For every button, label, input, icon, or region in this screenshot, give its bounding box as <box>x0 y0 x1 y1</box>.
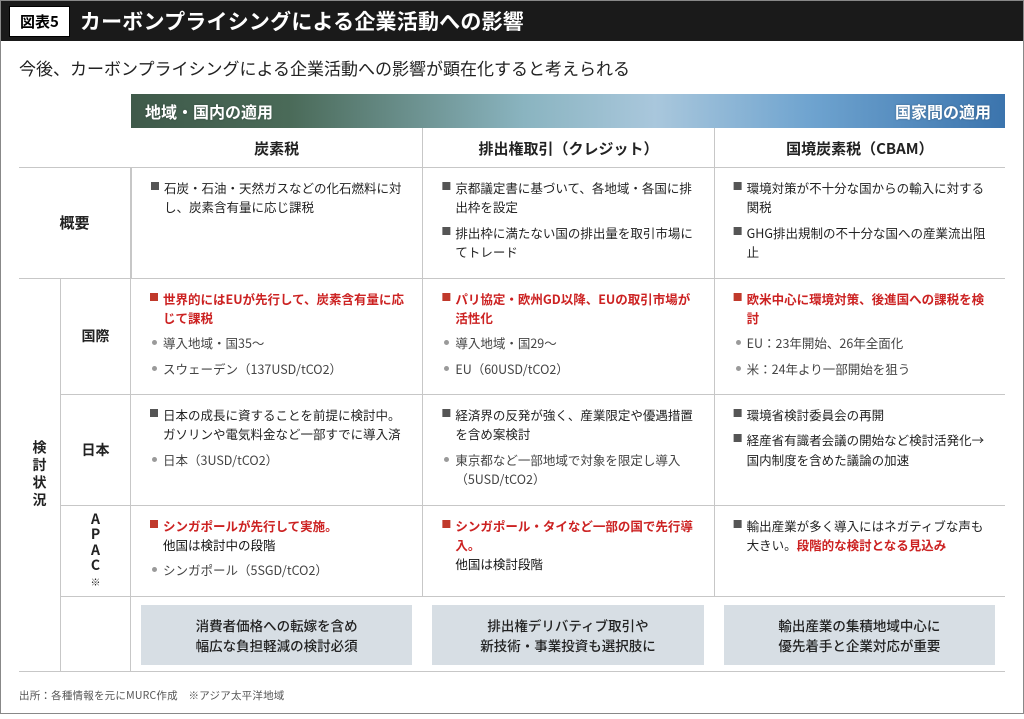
apac-c1: シンガポールが先行して実施。 他国は検討中の段階 シンガポール（5SGD/tCO… <box>131 506 422 596</box>
apac-c1-d1: シンガポール（5SGD/tCO2） <box>149 560 406 579</box>
intl-c1-head: 世界的にはEUが先行して、炭素含有量に応じて課税 <box>163 289 404 327</box>
intl-c1-d1: 導入地域・国35～ <box>149 333 406 352</box>
overview-c1-item: 石炭・石油・天然ガスなどの化石燃料に対し、炭素含有量に応じ課税 <box>150 178 406 217</box>
intl-c2-d1: 導入地域・国29～ <box>441 333 697 352</box>
summary-slab-c1: 消費者価格への転嫁を含め幅広な負担軽減の検討必須 <box>141 605 412 666</box>
figure-number-chip: 図表5 <box>9 6 70 37</box>
jp-c3: 環境省検討委員会の再開 経産省有識者会議の開始など検討活発化→国内制度を含めた議… <box>714 395 1005 505</box>
figure-container: 図表5 カーボンプライシングによる企業活動への影響 今後、カーボンプライシングに… <box>0 0 1024 714</box>
apac-c1-sub: 他国は検討中の段階 <box>163 535 276 554</box>
apac-c3-i1b: 段階的な検討となる見込み <box>797 535 947 554</box>
intl-c1-d2: スウェーデン（137USD/tCO2） <box>149 359 406 378</box>
jp-c3-i1: 環境省検討委員会の再開 <box>733 405 989 424</box>
status-intl-label: 国際 <box>61 279 131 395</box>
intl-c3: 欧米中心に環境対策、後進国への課税を検討 EU：23年開始、26年全面化 米：2… <box>714 279 1005 395</box>
source-note: 出所：各種情報を元にMURC作成 ※アジア太平洋地域 <box>1 682 1023 713</box>
scope-row: 地域・国内の適用 国家間の適用 <box>19 94 1005 128</box>
intl-c2-d2: EU（60USD/tCO2） <box>441 359 697 378</box>
intl-c3-head: 欧米中心に環境対策、後進国への課税を検討 <box>747 289 985 327</box>
status-row-jp: 日本 日本の成長に資することを前提に検討中。ガソリンや電気料金など一部すでに導入… <box>61 395 1005 506</box>
jp-c1: 日本の成長に資することを前提に検討中。ガソリンや電気料金など一部すでに導入済 日… <box>131 395 422 505</box>
col-header-carbon-tax: 炭素税 <box>131 128 422 167</box>
status-row-intl: 国際 世界的にはEUが先行して、炭素含有量に応じて課税 導入地域・国35～ スウ… <box>61 279 1005 396</box>
jp-c3-i2: 経産省有識者会議の開始など検討活発化→国内制度を含めた議論の加速 <box>733 430 989 469</box>
title-bar: 図表5 カーボンプライシングによる企業活動への影響 <box>1 1 1023 41</box>
row-overview-label: 概要 <box>19 168 131 278</box>
header-spacer <box>19 128 131 167</box>
scope-right-label: 国家間の適用 <box>895 99 991 123</box>
intl-c3-d2: 米：24年より一部開始を狙う <box>733 359 989 378</box>
overview-c1: 石炭・石油・天然ガスなどの化石燃料に対し、炭素含有量に応じ課税 <box>131 168 422 278</box>
jp-c1-i1: 日本の成長に資することを前提に検討中。ガソリンや電気料金など一部すでに導入済 <box>149 405 406 444</box>
overview-c2: 京都議定書に基づいて、各地域・各国に排出枠を設定 排出枠に満たない国の排出量を取… <box>422 168 713 278</box>
status-jp-label: 日本 <box>61 395 131 505</box>
apac-c1-head: シンガポールが先行して実施。 <box>163 516 338 535</box>
jp-c2-i1: 経済界の反発が強く、産業限定や優遇措置を含め案検討 <box>441 405 697 444</box>
overview-c2-item1: 京都議定書に基づいて、各地域・各国に排出枠を設定 <box>441 178 697 217</box>
figure-title: カーボンプライシングによる企業活動への影響 <box>80 6 524 36</box>
intl-c2-head: パリ協定・欧州GD以降、EUの取引市場が活性化 <box>455 289 690 327</box>
scope-gradient-bar: 地域・国内の適用 国家間の適用 <box>131 94 1005 128</box>
slab-spacer <box>61 597 131 672</box>
scope-left-label: 地域・国内の適用 <box>145 99 273 123</box>
figure-body: 今後、カーボンプライシングによる企業活動への影響が顕在化すると考えられる 地域・… <box>1 41 1023 682</box>
intl-c3-d1: EU：23年開始、26年全面化 <box>733 333 989 352</box>
col-header-emissions-trading: 排出権取引（クレジット） <box>422 128 713 167</box>
intl-c1: 世界的にはEUが先行して、炭素含有量に応じて課税 導入地域・国35～ スウェーデ… <box>131 279 422 395</box>
row-status-label: 検討状況 <box>19 279 61 672</box>
summary-slab-c3: 輸出産業の集積地域中心に優先着手と企業対応が重要 <box>724 605 995 666</box>
overview-c3-item1: 環境対策が不十分な国からの輸入に対する関税 <box>733 178 989 217</box>
overview-c3: 環境対策が不十分な国からの輸入に対する関税 GHG排出規制の不十分な国への産業流… <box>714 168 1005 278</box>
status-row-apac: A P A C ※ シンガポールが先行して実施。 <box>61 506 1005 597</box>
jp-c2-d1: 東京都など一部地域で対象を限定し導入（5USD/tCO2） <box>441 450 697 489</box>
intl-c2: パリ協定・欧州GD以降、EUの取引市場が活性化 導入地域・国29～ EU（60U… <box>422 279 713 395</box>
column-header-row: 炭素税 排出権取引（クレジット） 国境炭素税（CBAM） <box>19 128 1005 168</box>
apac-c2-sub: 他国は検討段階 <box>455 554 543 573</box>
summary-slab-c2: 排出権デリバティブ取引や新技術・事業投資も選択肢に <box>432 605 703 666</box>
status-apac-label: A P A C ※ <box>61 506 131 596</box>
apac-c2-head: シンガポール・タイなど一部の国で先行導入。 <box>455 516 693 554</box>
apac-c2: シンガポール・タイなど一部の国で先行導入。 他国は検討段階 <box>422 506 713 596</box>
jp-c2: 経済界の反発が強く、産業限定や優遇措置を含め案検討 東京都など一部地域で対象を限… <box>422 395 713 505</box>
lead-text: 今後、カーボンプライシングによる企業活動への影響が顕在化すると考えられる <box>19 55 1005 80</box>
apac-c3: 輸出産業が多く導入にはネガティブな声も大きい。段階的な検討となる見込み <box>714 506 1005 596</box>
status-row-slabs: 消費者価格への転嫁を含め幅広な負担軽減の検討必須 排出権デリバティブ取引や新技術… <box>61 597 1005 672</box>
overview-c3-item2: GHG排出規制の不十分な国への産業流出阻止 <box>733 223 989 262</box>
overview-c2-item2: 排出枠に満たない国の排出量を取引市場にてトレード <box>441 223 697 262</box>
scope-spacer <box>19 94 131 128</box>
row-overview: 概要 石炭・石油・天然ガスなどの化石燃料に対し、炭素含有量に応じ課税 京都議定書… <box>19 168 1005 279</box>
apac-footnote-symbol: ※ <box>91 574 101 589</box>
col-header-cbam: 国境炭素税（CBAM） <box>714 128 1005 167</box>
status-data-col: 国際 世界的にはEUが先行して、炭素含有量に応じて課税 導入地域・国35～ スウ… <box>131 279 1005 672</box>
jp-c1-d1: 日本（3USD/tCO2） <box>149 450 406 469</box>
row-status: 検討状況 国際 世界的にはEUが先行して、炭素含有量に応じて課税 <box>19 279 1005 673</box>
